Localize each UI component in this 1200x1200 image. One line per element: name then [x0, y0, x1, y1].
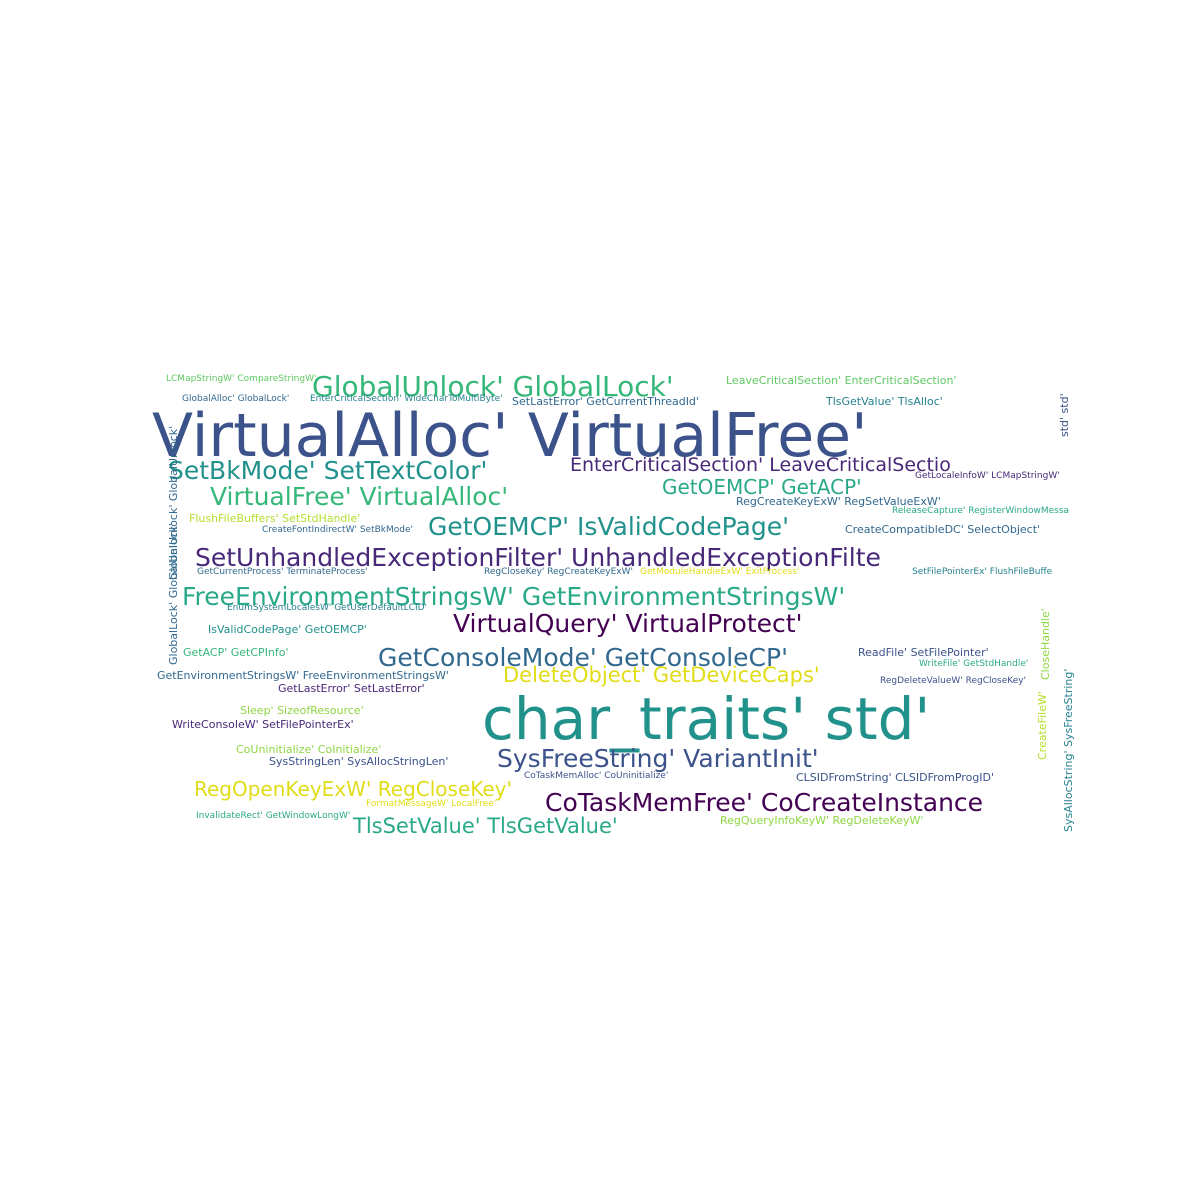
word: GetOEMCP' GetACP'	[662, 475, 862, 499]
word: SysAllocString' SysFreeString'	[1062, 668, 1075, 832]
word: ReadFile' SetFilePointer'	[858, 646, 989, 659]
word: RegQueryInfoKeyW' RegDeleteKeyW'	[720, 814, 924, 827]
word: SetBkMode' SetTextColor'	[168, 456, 488, 485]
word: TlsSetValue' TlsGetValue'	[353, 814, 618, 838]
word: Sleep' SizeofResource'	[240, 704, 364, 717]
word: GetOEMCP' IsValidCodePage'	[428, 512, 789, 541]
word: SetUnhandledExceptionFilter' UnhandledEx…	[195, 543, 881, 572]
word: InvalidateRect' GetWindowLongW'	[196, 811, 351, 821]
word: GlobalAlloc' GlobalLock'	[182, 394, 290, 404]
word: CreateCompatibleDC' SelectObject'	[845, 523, 1041, 536]
word: char_traits' std'	[482, 685, 931, 753]
word: CoUninitialize' CoInitialize'	[236, 743, 382, 756]
word: LeaveCriticalSection' EnterCriticalSecti…	[726, 374, 957, 387]
word: GetCurrentProcess' TerminateProcess'	[197, 567, 368, 577]
word: WriteFile' GetStdHandle'	[919, 659, 1029, 669]
word: GetLastError' SetLastError'	[278, 682, 425, 695]
word: GlobalUnlock' GlobalLock'	[312, 370, 674, 403]
word: WriteConsoleW' SetFilePointerEx'	[172, 718, 354, 731]
word: SysStringLen' SysAllocStringLen'	[269, 755, 449, 768]
word: CreateFileW'	[1036, 691, 1049, 760]
word: EnumSystemLocalesW' GetUserDefaultLCID'	[227, 603, 428, 613]
word: FreeEnvironmentStringsW' GetEnvironmentS…	[182, 582, 846, 611]
word: FlushFileBuffers' SetStdHandle'	[189, 512, 361, 525]
word: CoTaskMemFree' CoCreateInstance	[545, 788, 984, 817]
word: GetLocaleInfoW' LCMapStringW'	[915, 471, 1060, 481]
word: FormatMessageW' LocalFree'	[366, 799, 497, 809]
word: DeleteObject' GetDeviceCaps'	[503, 663, 820, 687]
word: GetACP' GetCPInfo'	[183, 646, 289, 659]
word: GetEnvironmentStringsW' FreeEnvironmentS…	[157, 669, 449, 682]
word: VirtualQuery' VirtualProtect'	[453, 609, 803, 638]
word: GetConsoleMode' GetConsoleCP'	[378, 643, 788, 672]
word: SetFilePointerEx' FlushFileBuffe	[912, 567, 1053, 577]
word: std' std'	[1058, 393, 1071, 437]
word: EnterCriticalSection' LeaveCriticalSecti…	[570, 454, 951, 476]
word: CoTaskMemAlloc' CoUninitialize'	[524, 771, 669, 781]
word: CloseHandle'	[1039, 608, 1052, 680]
word: VirtualFree' VirtualAlloc'	[210, 482, 509, 511]
word: GlobalLock' GlobalUnlock'	[167, 522, 180, 665]
word: CLSIDFromString' CLSIDFromProgID'	[796, 771, 995, 784]
word: RegDeleteValueW' RegCloseKey'	[880, 676, 1027, 686]
word: SetLastError' GetCurrentThreadId'	[512, 395, 699, 408]
word: SysFreeString' VariantInit'	[497, 744, 819, 773]
word: ReleaseCapture' RegisterWindowMessa	[892, 506, 1070, 516]
word: LCMapStringW' CompareStringW'	[166, 374, 317, 384]
word: RegCloseKey' RegCreateKeyExW'	[484, 567, 633, 577]
word: GetModuleHandleExW' ExitProcess'	[640, 567, 800, 577]
word: CreateFontIndirectW' SetBkMode'	[262, 525, 413, 535]
word: RegOpenKeyExW' RegCloseKey'	[194, 777, 513, 801]
word: RegCreateKeyExW' RegSetValueExW'	[736, 495, 941, 508]
word: VirtualAlloc' VirtualFree'	[152, 401, 868, 471]
word: EnterCriticalSection' WideCharToMultiByt…	[310, 394, 503, 404]
word: TlsGetValue' TlsAlloc'	[826, 395, 943, 408]
word: IsValidCodePage' GetOEMCP'	[208, 623, 367, 636]
